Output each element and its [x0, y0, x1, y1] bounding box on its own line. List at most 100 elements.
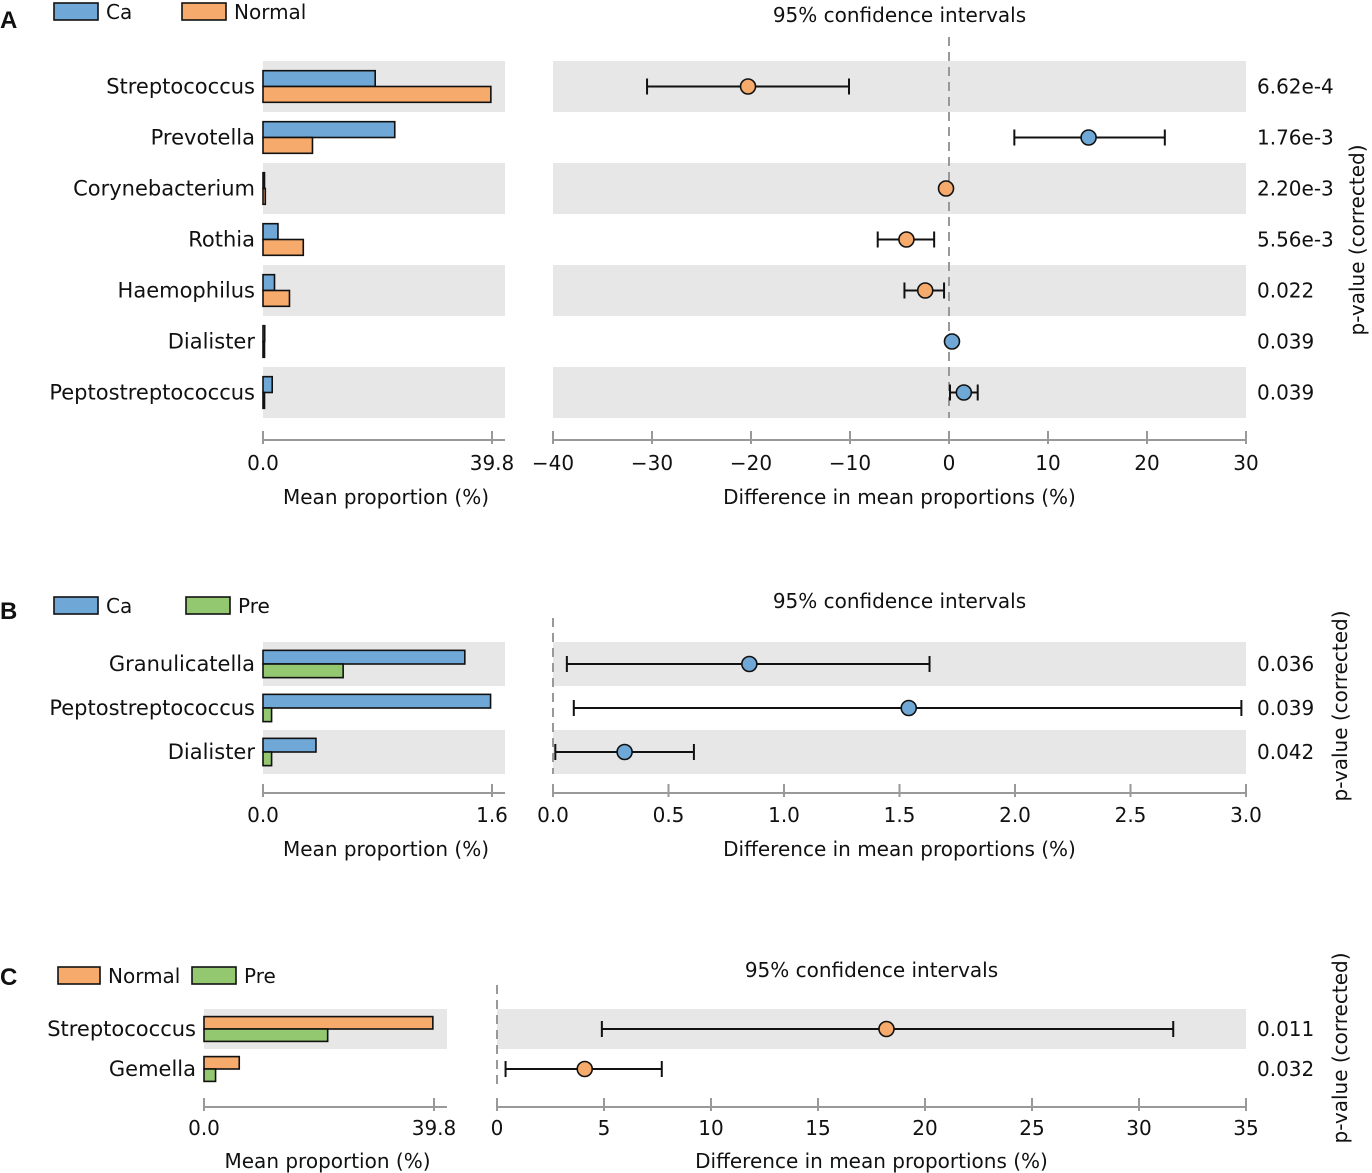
bar-ca — [262, 222, 279, 241]
legend-label-ca: Ca — [106, 594, 132, 618]
ci-tick-label: 0.0 — [537, 803, 569, 827]
ci-point — [878, 1020, 895, 1038]
ci-title: 95% confidence intervals — [773, 589, 1026, 613]
ci-tick-label: 30 — [1233, 451, 1258, 475]
bar-tick-label: 0.0 — [247, 451, 279, 475]
ci-point — [616, 743, 633, 761]
bar-tick-label: 0.0 — [188, 1116, 220, 1140]
ci-point — [1080, 129, 1097, 146]
panel-letter: C — [0, 964, 17, 991]
ci-axis-label: Difference in mean proportions (%) — [723, 485, 1076, 509]
ci-tick-label: −10 — [829, 451, 871, 475]
p-value: 0.039 — [1257, 696, 1314, 720]
p-value: 0.039 — [1257, 330, 1314, 354]
row-label: Dialister — [168, 330, 256, 354]
row-label: Peptostreptococcus — [49, 381, 255, 405]
ci-axis-label: Difference in mean proportions (%) — [723, 837, 1076, 861]
p-value: 0.032 — [1257, 1057, 1314, 1081]
bar-ca — [262, 693, 492, 709]
legend-swatch-pre — [191, 966, 237, 985]
row-label: Dialister — [168, 740, 256, 764]
p-value: 6.62e-4 — [1257, 75, 1334, 99]
ci-point — [916, 282, 934, 299]
panel-letter: A — [0, 7, 17, 34]
bar-normal — [262, 85, 492, 104]
ci-point — [739, 78, 757, 95]
ci-tick-label: 2.5 — [1115, 803, 1147, 827]
row-label: Peptostreptococcus — [49, 696, 255, 720]
bar-ca — [262, 171, 266, 190]
ci-tick-label: 15 — [805, 1116, 830, 1140]
row-label: Rothia — [188, 228, 255, 252]
bar-normal — [262, 187, 267, 206]
bar-ca — [262, 69, 376, 88]
row-label: Streptococcus — [47, 1017, 196, 1041]
bar-axis-label: Mean proportion (%) — [283, 837, 489, 861]
row-label: Corynebacterium — [73, 177, 255, 201]
bar-ca — [262, 737, 317, 753]
bar-normal — [262, 136, 314, 155]
ci-tick-label: 1.5 — [884, 803, 916, 827]
ci-point — [741, 655, 758, 673]
bar-pre — [203, 1028, 329, 1043]
bar-pre — [203, 1068, 217, 1083]
ci-tick-label: 5 — [598, 1116, 611, 1140]
p-value: 5.56e-3 — [1257, 228, 1334, 252]
bar-ca — [262, 273, 276, 292]
p-value: 2.20e-3 — [1257, 177, 1334, 201]
bar-pre — [262, 707, 273, 723]
row-band-ci — [553, 265, 1246, 316]
ci-tick-label: 20 — [912, 1116, 937, 1140]
ci-axis-label: Difference in mean proportions (%) — [695, 1149, 1048, 1173]
bar-normal — [262, 391, 266, 410]
ci-point — [943, 333, 961, 350]
panel-b: B Ca Pre 95% confidence intervals Granulicat… — [0, 589, 1352, 861]
ci-tick-label: 30 — [1126, 1116, 1151, 1140]
bar-normal — [203, 1015, 434, 1030]
row-band-ci — [553, 163, 1246, 214]
p-value: 0.011 — [1257, 1017, 1314, 1041]
bar-ca — [262, 375, 274, 394]
panel-letter: B — [0, 598, 17, 625]
p-value: 1.76e-3 — [1257, 126, 1334, 150]
bar-tick-label: 39.8 — [470, 451, 515, 475]
ci-tick-label: 1.0 — [768, 803, 800, 827]
ci-tick-label: −20 — [730, 451, 772, 475]
ci-tick-label: 0 — [943, 451, 956, 475]
bar-normal — [262, 238, 305, 257]
ci-tick-label: 3.0 — [1230, 803, 1262, 827]
ci-point — [937, 180, 955, 197]
panel-a: A Ca Normal 95% confidence intervals Strepto… — [0, 0, 1369, 509]
legend-swatch-ca — [53, 596, 99, 615]
legend-label-pre: Pre — [238, 594, 270, 618]
bar-pre — [262, 751, 273, 767]
legend-label-pre: Pre — [244, 964, 276, 988]
bar-normal — [262, 289, 291, 308]
ci-tick-label: 2.0 — [999, 803, 1031, 827]
legend-label-normal: Normal — [108, 964, 180, 988]
bar-tick-label: 0.0 — [247, 803, 279, 827]
panel-c: C Normal Pre 95% confidence intervals Strept… — [0, 953, 1352, 1173]
legend-swatch-ca — [53, 2, 99, 21]
row-band-ci — [553, 367, 1246, 418]
pvalue-axis-label: p-value (corrected) — [1328, 611, 1352, 802]
ci-tick-label: −40 — [532, 451, 574, 475]
ci-tick-label: 35 — [1233, 1116, 1258, 1140]
legend-swatch-normal — [181, 2, 227, 21]
bar-tick-label: 1.6 — [476, 803, 508, 827]
bar-tick-label: 39.8 — [412, 1116, 457, 1140]
ci-point — [898, 231, 915, 248]
row-label: Prevotella — [151, 126, 255, 150]
ci-tick-label: 25 — [1019, 1116, 1044, 1140]
row-band-bar — [263, 367, 505, 418]
legend-label-ca: Ca — [106, 0, 132, 24]
row-label: Haemophilus — [118, 279, 255, 303]
ci-tick-label: −30 — [631, 451, 673, 475]
row-label: Granulicatella — [109, 652, 255, 676]
ci-tick-label: 0 — [491, 1116, 504, 1140]
ci-point — [955, 384, 973, 401]
ci-title: 95% confidence intervals — [773, 3, 1026, 27]
ci-title: 95% confidence intervals — [745, 958, 998, 982]
pvalue-axis-label: p-value (corrected) — [1345, 145, 1369, 336]
row-label: Gemella — [109, 1057, 196, 1081]
